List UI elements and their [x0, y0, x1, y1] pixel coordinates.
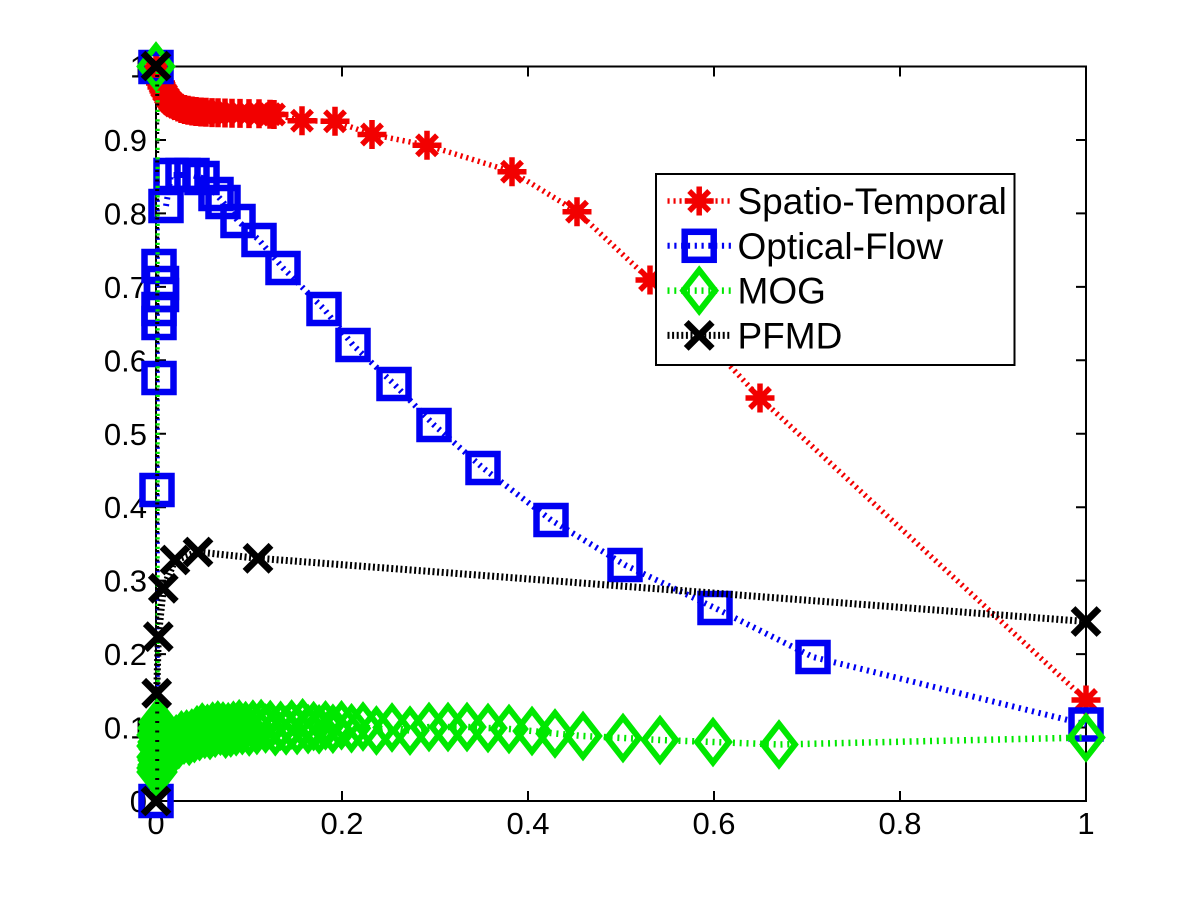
svg-text:0.3: 0.3 — [104, 564, 147, 599]
svg-text:0.4: 0.4 — [506, 806, 549, 841]
svg-text:0.6: 0.6 — [104, 343, 147, 378]
svg-text:0.5: 0.5 — [104, 417, 147, 452]
svg-text:PFMD: PFMD — [738, 315, 843, 356]
svg-text:Spatio-Temporal: Spatio-Temporal — [738, 181, 1007, 222]
svg-text:0.2: 0.2 — [320, 806, 363, 841]
svg-text:0.8: 0.8 — [104, 196, 147, 231]
svg-text:0.6: 0.6 — [692, 806, 735, 841]
svg-text:1: 1 — [1077, 806, 1094, 841]
svg-text:0.2: 0.2 — [104, 637, 147, 672]
svg-text:MOG: MOG — [738, 271, 826, 312]
svg-text:Optical-Flow: Optical-Flow — [738, 226, 944, 267]
svg-text:0.7: 0.7 — [104, 270, 147, 305]
svg-text:0.8: 0.8 — [878, 806, 921, 841]
svg-text:0.9: 0.9 — [104, 123, 147, 158]
